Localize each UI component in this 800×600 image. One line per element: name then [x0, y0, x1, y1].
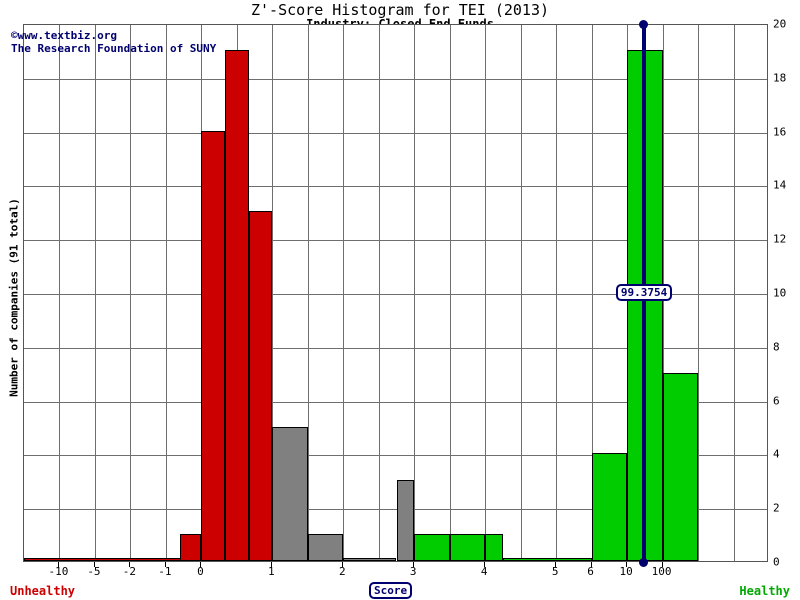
x-tick-mark [93, 562, 95, 567]
gridline-vertical [272, 25, 274, 561]
gridline-horizontal [24, 401, 767, 403]
x-axis-label: Score [369, 582, 413, 599]
score-marker-label: 99.3754 [615, 284, 673, 301]
x-tick-label: 5 [551, 565, 559, 578]
gridline-horizontal [24, 294, 767, 295]
y-tick-label: 8 [773, 340, 780, 354]
y-tick-label: 0 [773, 555, 780, 569]
histogram-bar [307, 534, 344, 561]
credit-line-2: The Research Foundation of SUNY [11, 42, 217, 55]
gridline-horizontal [24, 509, 767, 511]
x-tick-mark [626, 562, 628, 567]
x-tick-label: 2 [338, 565, 346, 578]
gridline-vertical [520, 25, 522, 561]
histogram-bar [343, 558, 397, 561]
x-tick-mark [555, 562, 557, 567]
gridline-vertical [59, 25, 61, 561]
score-marker-dot-bottom [639, 557, 649, 567]
histogram-bar [225, 49, 249, 561]
y-tick-label: 6 [773, 394, 780, 408]
y-axis-label: Number of companies (91 total) [7, 198, 21, 397]
y-tick-label: 18 [773, 71, 787, 85]
copyright-credit: ©www.textbiz.org The Research Foundation … [11, 29, 216, 55]
x-tick-mark [200, 562, 202, 567]
y-tick-label: 20 [773, 17, 787, 31]
x-tick-label: 4 [480, 565, 488, 578]
y-tick-label: 2 [773, 501, 780, 515]
gridline-horizontal [24, 240, 767, 242]
histogram-bar [591, 453, 628, 561]
gridline-horizontal [24, 78, 767, 80]
y-tick-label: 10 [773, 286, 787, 300]
y-tick-label: 14 [773, 178, 787, 192]
x-tick-label: -10 [48, 565, 69, 578]
x-tick-mark [484, 562, 486, 567]
gridline-horizontal [24, 186, 767, 188]
histogram-bar [201, 130, 226, 561]
x-tick-label: 10 [619, 565, 633, 578]
x-tick-label: -2 [122, 565, 137, 578]
histogram-bar [248, 211, 273, 561]
histogram-bar [414, 534, 450, 561]
gridline-vertical [698, 25, 700, 561]
gridline-vertical [414, 25, 416, 561]
x-tick-mark [164, 562, 166, 567]
x-tick-mark [661, 562, 663, 567]
histogram-bar [24, 558, 202, 561]
histogram-bar [449, 534, 486, 561]
unhealthy-zone-label: Unhealthy [10, 584, 76, 598]
x-tick-label: 6 [587, 565, 594, 578]
histogram-bar [502, 558, 592, 561]
histogram-bar [272, 426, 308, 561]
x-tick-label: 3 [409, 565, 417, 578]
y-tick-label: 4 [773, 447, 780, 461]
histogram-bar [485, 534, 503, 561]
x-tick-mark [590, 562, 592, 567]
x-tick-mark [58, 562, 60, 567]
gridline-horizontal [24, 347, 767, 349]
gridline-vertical [591, 25, 593, 561]
gridline-vertical [449, 25, 451, 561]
gridline-vertical [378, 25, 380, 561]
healthy-zone-label: Healthy [739, 584, 790, 598]
score-marker-dot-top [639, 19, 649, 29]
x-tick-label: -5 [87, 565, 101, 578]
y-tick-label: 16 [773, 125, 787, 139]
credit-line-1: ©www.textbiz.org [11, 29, 117, 42]
histogram-bar [662, 372, 699, 561]
x-tick-mark [342, 562, 344, 567]
chart-title: Z'-Score Histogram for TEI (2013) [250, 1, 549, 19]
histogram-bar [180, 534, 202, 561]
gridline-vertical [165, 25, 167, 561]
histogram-bar [396, 480, 415, 561]
x-tick-label: 0 [197, 565, 204, 578]
gridline-vertical [130, 25, 132, 561]
x-tick-label: 100 [651, 565, 672, 578]
gridline-vertical [485, 25, 487, 561]
gridline-horizontal [24, 132, 767, 134]
y-tick-label: 12 [773, 232, 787, 246]
gridline-vertical [94, 25, 96, 561]
gridline-vertical [733, 25, 735, 561]
x-tick-mark [271, 562, 273, 567]
gridline-vertical [556, 25, 558, 561]
x-tick-mark [413, 562, 415, 567]
gridline-vertical [307, 25, 309, 561]
gridline-vertical [343, 25, 345, 561]
gridline-horizontal [24, 455, 767, 457]
x-tick-mark [129, 562, 131, 567]
x-tick-label: 1 [268, 565, 275, 578]
x-tick-label: -1 [158, 565, 172, 578]
